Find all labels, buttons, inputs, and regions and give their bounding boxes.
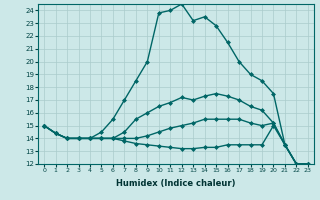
X-axis label: Humidex (Indice chaleur): Humidex (Indice chaleur) (116, 179, 236, 188)
